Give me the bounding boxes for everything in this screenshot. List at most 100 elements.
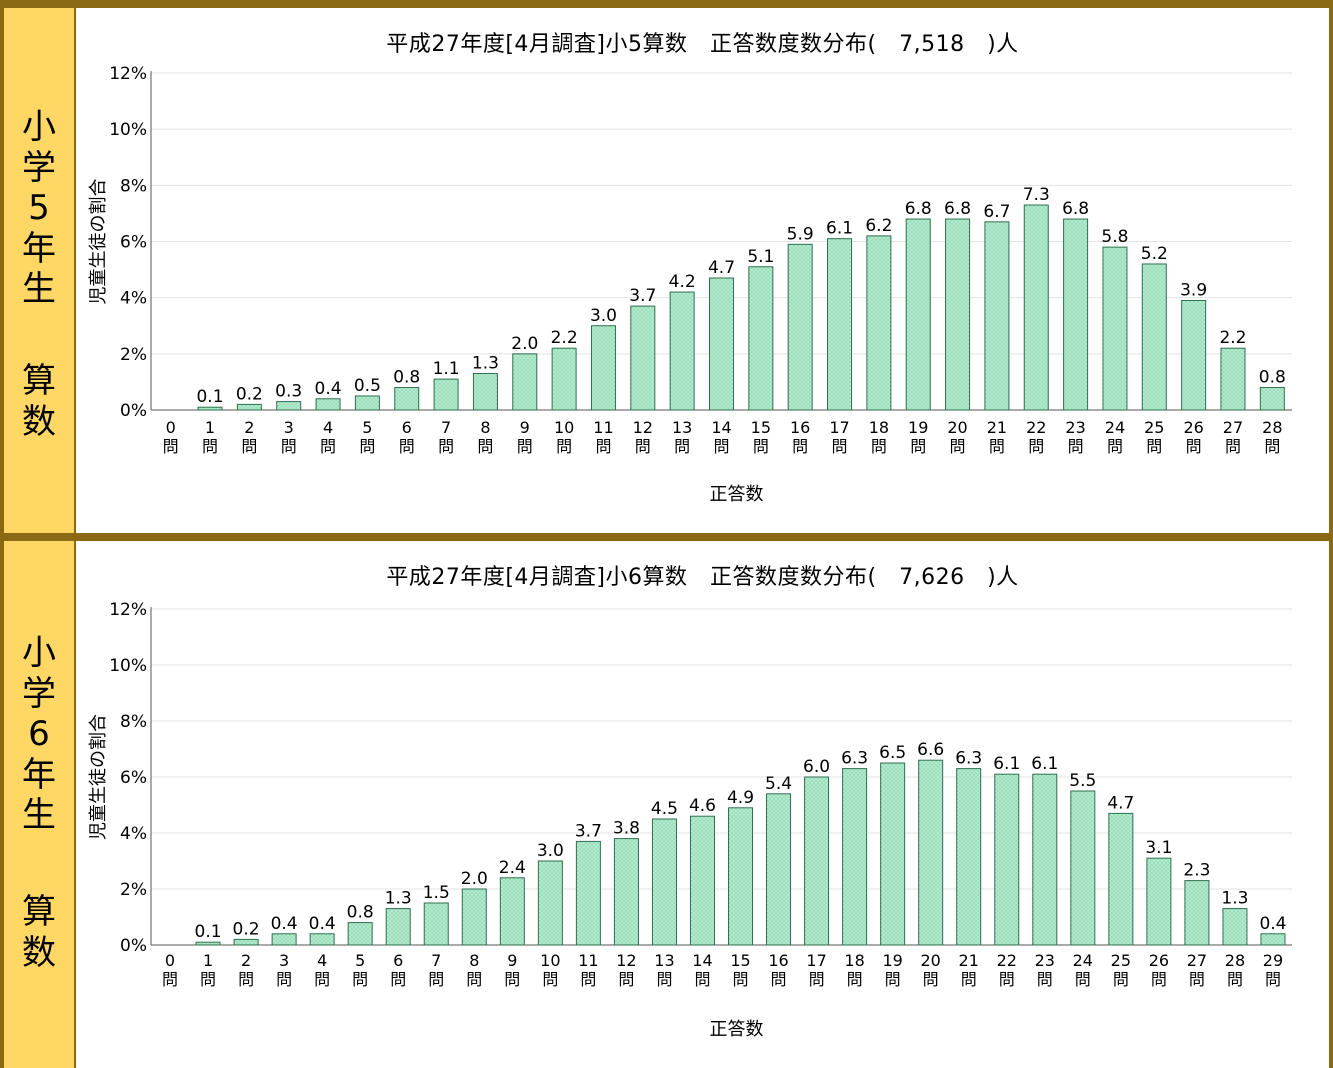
x-tick-label: 22 bbox=[997, 951, 1017, 970]
x-tick-unit: 問 bbox=[556, 437, 572, 456]
data-label: 6.8 bbox=[944, 199, 971, 219]
data-label: 1.3 bbox=[472, 353, 499, 373]
data-label: 5.9 bbox=[787, 224, 814, 244]
bar bbox=[354, 395, 380, 411]
bar bbox=[472, 372, 498, 411]
data-label: 5.4 bbox=[765, 774, 792, 794]
x-tick-label: 28 bbox=[1262, 418, 1282, 437]
y-tick-label: 2% bbox=[120, 880, 147, 900]
x-tick-label: 11 bbox=[578, 951, 598, 970]
data-label: 3.9 bbox=[1180, 280, 1207, 300]
label-char: 学 bbox=[22, 147, 56, 188]
x-tick-label: 14 bbox=[692, 951, 712, 970]
bar bbox=[315, 398, 341, 411]
x-tick-unit: 問 bbox=[314, 970, 330, 989]
x-tick-unit: 問 bbox=[390, 970, 406, 989]
x-tick-label: 19 bbox=[882, 951, 902, 970]
bar bbox=[842, 768, 868, 946]
x-tick-label: 25 bbox=[1144, 418, 1164, 437]
data-label: 1.1 bbox=[433, 359, 460, 379]
x-tick-unit: 問 bbox=[713, 437, 729, 456]
x-tick-label: 8 bbox=[469, 951, 479, 970]
x-tick-label: 3 bbox=[284, 418, 294, 437]
data-label: 6.1 bbox=[1031, 754, 1058, 774]
x-tick-label: 26 bbox=[1149, 951, 1169, 970]
bar bbox=[748, 266, 774, 411]
x-tick-unit: 問 bbox=[753, 437, 769, 456]
data-label: 4.7 bbox=[1107, 793, 1134, 813]
data-label: 6.1 bbox=[826, 219, 853, 239]
bar bbox=[945, 218, 971, 411]
data-label: 0.4 bbox=[1259, 914, 1286, 934]
bar bbox=[276, 401, 302, 411]
x-tick-unit: 問 bbox=[1113, 970, 1129, 989]
x-tick-unit: 問 bbox=[871, 437, 887, 456]
x-tick-unit: 問 bbox=[580, 970, 596, 989]
bar bbox=[590, 325, 616, 411]
bar bbox=[1141, 263, 1167, 411]
label-char: 年 bbox=[22, 754, 56, 795]
data-label: 2.4 bbox=[499, 858, 526, 878]
y-tick-label: 0% bbox=[120, 401, 147, 421]
bar bbox=[1259, 387, 1285, 411]
x-tick-unit: 問 bbox=[399, 437, 415, 456]
x-tick-unit: 問 bbox=[1225, 437, 1241, 456]
x-tick-label: 27 bbox=[1187, 951, 1207, 970]
bar bbox=[233, 938, 259, 946]
x-tick-unit: 問 bbox=[656, 970, 672, 989]
x-tick-label: 4 bbox=[317, 951, 327, 970]
x-tick-unit: 問 bbox=[320, 437, 336, 456]
label-char: 算 bbox=[22, 361, 56, 401]
y-tick-label: 0% bbox=[120, 936, 147, 956]
x-tick-label: 2 bbox=[241, 951, 251, 970]
bar bbox=[385, 908, 411, 946]
x-tick-label: 9 bbox=[520, 418, 530, 437]
bar bbox=[1222, 908, 1248, 946]
bar bbox=[787, 243, 813, 411]
data-label: 2.2 bbox=[551, 328, 578, 348]
data-label: 6.6 bbox=[917, 740, 944, 760]
x-tick-unit: 問 bbox=[359, 437, 375, 456]
x-tick-unit: 問 bbox=[885, 970, 901, 989]
bar bbox=[669, 291, 695, 411]
grade6-label-subject: 算 数 bbox=[4, 892, 74, 973]
data-label: 5.1 bbox=[747, 247, 774, 267]
data-label: 6.7 bbox=[983, 202, 1010, 222]
data-label: 5.2 bbox=[1141, 244, 1168, 264]
x-tick-label: 24 bbox=[1073, 951, 1093, 970]
label-char: 生 bbox=[22, 795, 56, 835]
label-char: 生 bbox=[22, 269, 56, 309]
x-tick-unit: 問 bbox=[832, 437, 848, 456]
x-tick-unit: 問 bbox=[1075, 970, 1091, 989]
x-tick-unit: 問 bbox=[1146, 437, 1162, 456]
x-tick-unit: 問 bbox=[999, 970, 1015, 989]
x-tick-label: 15 bbox=[751, 418, 771, 437]
data-label: 0.2 bbox=[236, 384, 263, 404]
x-tick-label: 0 bbox=[166, 418, 176, 437]
bar bbox=[1023, 204, 1049, 411]
bar bbox=[994, 773, 1020, 946]
x-tick-unit: 問 bbox=[1028, 437, 1044, 456]
x-tick-unit: 問 bbox=[466, 970, 482, 989]
grade5-bar-chart: 0%2%4%6%8%10%12%児童生徒の割合0問0.11問0.22問0.33問… bbox=[88, 64, 1292, 505]
x-tick-label: 18 bbox=[869, 418, 889, 437]
bar bbox=[1220, 347, 1246, 411]
grade6-chart-cell: 平成27年度[4月調査]小6算数 正答数度数分布( 7,626 )人 0% 2% 4… bbox=[76, 541, 1329, 1068]
grade6-chart-title: 平成27年度[4月調査]小6算数 正答数度数分布( 7,626 )人 bbox=[386, 565, 1019, 590]
bar bbox=[709, 277, 734, 411]
bar bbox=[575, 840, 601, 946]
x-tick-unit: 問 bbox=[950, 437, 966, 456]
bar bbox=[551, 347, 577, 411]
label-char: 数 bbox=[22, 932, 56, 973]
data-label: 3.7 bbox=[629, 286, 656, 306]
x-tick-unit: 問 bbox=[163, 437, 179, 456]
x-tick-unit: 問 bbox=[635, 437, 651, 456]
data-label: 0.1 bbox=[196, 387, 223, 407]
data-label: 4.5 bbox=[651, 799, 678, 819]
x-tick-label: 21 bbox=[987, 418, 1007, 437]
grade6-panel: 小 学 6 年 生 算 数 平成27年度[4月調査]小6算数 正答数度数分布( … bbox=[0, 537, 1333, 1068]
data-label: 0.4 bbox=[271, 914, 298, 934]
y-tick-label: 12% bbox=[109, 64, 147, 84]
bar bbox=[651, 818, 677, 946]
